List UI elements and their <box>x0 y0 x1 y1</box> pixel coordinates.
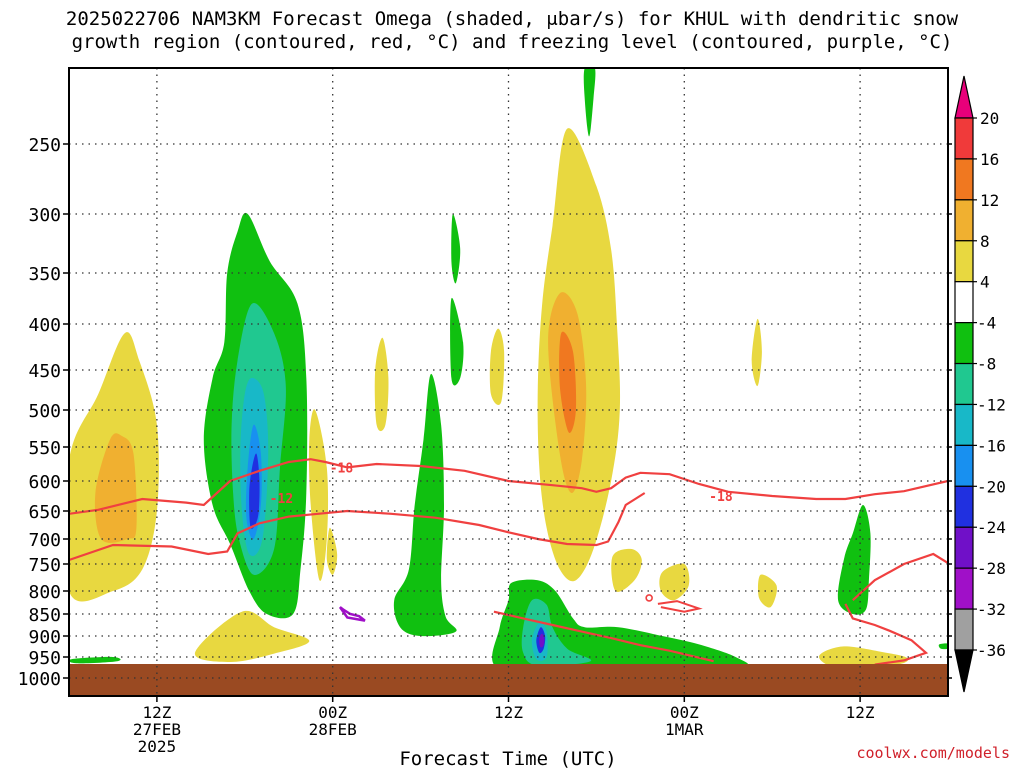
omega-area--4-29 <box>450 297 464 386</box>
x-tick-label-36-0: 12Z <box>494 703 523 722</box>
omega-area-4-10 <box>751 318 762 387</box>
y-tick-label-800: 800 <box>28 582 61 603</box>
freezing-level-contour <box>338 606 366 622</box>
colorbar-label-5: -4 <box>977 314 996 333</box>
y-tick-label-750: 750 <box>28 555 61 576</box>
x-tick-label-24-0: 00Z <box>318 703 347 722</box>
omega-area--4-30 <box>583 68 596 137</box>
x-tick-label-48-0: 00Z <box>670 703 699 722</box>
chart-title-line-1: 2025022706 NAM3KM Forecast Omega (shaded… <box>65 8 959 30</box>
colorbar-label-1: 16 <box>980 150 999 169</box>
colorbar-label-6: -8 <box>977 355 996 374</box>
dgz-top-contour <box>69 458 948 515</box>
colorbar-band-8 <box>954 444 974 487</box>
y-tick-label-600: 600 <box>28 472 61 493</box>
y-tick-label-550: 550 <box>28 438 61 459</box>
x-tick-label-12-0: 12Z <box>142 703 171 722</box>
x-tick-label-12-1: 27FEB <box>133 720 181 739</box>
colorbar-band-3 <box>954 240 974 283</box>
omega-area-4-7 <box>308 409 329 581</box>
dgz-mid-contour <box>657 600 703 613</box>
y-tick-label-250: 250 <box>28 135 61 156</box>
dgz-low-contour <box>493 610 714 663</box>
colorbar-label-12: -32 <box>977 600 1006 619</box>
omega-area--4-27 <box>837 505 871 615</box>
y-tick-label-300: 300 <box>28 205 61 226</box>
x-tick-label-12-2: 2025 <box>138 737 177 756</box>
y-tick-label-350: 350 <box>28 264 61 285</box>
colorbar-band-6 <box>954 362 974 406</box>
dgz-small-contour <box>645 594 653 602</box>
y-tick-label-1000: 1000 <box>18 669 61 690</box>
colorbar-label-13: -36 <box>977 641 1006 660</box>
colorbar-top-arrow <box>954 75 974 119</box>
contour-label-1: -18 <box>709 490 733 505</box>
omega-area--4-28 <box>451 213 461 284</box>
contour-labels: -18 -18 -12 <box>270 461 733 506</box>
y-tick-label-850: 850 <box>28 605 61 626</box>
colorbar-band-2 <box>954 199 974 242</box>
colorbar-band-10 <box>954 526 974 569</box>
y-tick-label-900: 900 <box>28 627 61 648</box>
colorbar-label-7: -12 <box>977 395 1006 414</box>
omega-area-4-13 <box>757 574 777 608</box>
y-tick-label-450: 450 <box>28 361 61 382</box>
x-axis-title: Forecast Time (UTC) <box>399 748 616 768</box>
colorbar-band-7 <box>954 403 974 446</box>
colorbar-bottom-arrow <box>954 649 974 693</box>
colorbar-label-9: -20 <box>977 477 1006 496</box>
colorbar-label-8: -16 <box>977 436 1006 455</box>
y-tick-label-400: 400 <box>28 315 61 336</box>
source-credit: coolwx.com/models <box>856 744 1010 762</box>
contour-label-0: -18 <box>330 461 354 476</box>
colorbar-band-11 <box>954 567 974 610</box>
omega-area-12-4 <box>559 331 577 433</box>
omega-area--24-26 <box>539 633 545 648</box>
colorbar-band-0 <box>954 117 974 160</box>
colorbar-label-4: 4 <box>980 273 990 292</box>
colorbar-label-10: -24 <box>977 518 1006 537</box>
x-tick-label-60-0: 12Z <box>846 703 875 722</box>
colorbar-band-12 <box>954 608 974 651</box>
pressure-gridlines <box>69 68 948 696</box>
omega-area-4-11 <box>659 563 690 601</box>
omega-area-4-12 <box>611 548 642 592</box>
x-tick-label-24-1: 28FEB <box>309 720 357 739</box>
omega-area--4-21 <box>393 373 457 637</box>
omega-colorbar: 20 16 12 8 4 -4 -8 -12 -16 -20 -24 -28 -32 -36 <box>954 75 1006 693</box>
colorbar-label-11: -28 <box>977 559 1006 578</box>
plot-frame <box>68 67 949 697</box>
omega-area--4-32 <box>938 643 948 650</box>
chart-title-line-2: growth region (contoured, red, °C) and f… <box>71 31 953 53</box>
x-tick-label-48-1: 1MAR <box>665 720 704 739</box>
y-tick-label-700: 700 <box>28 530 61 551</box>
dgz-lowright-contour <box>844 603 929 666</box>
omega-shading <box>69 68 948 672</box>
colorbar-band-5 <box>954 322 974 365</box>
omega-area-8-1 <box>94 433 137 543</box>
colorbar-label-3: 8 <box>980 232 990 251</box>
colorbar-band-1 <box>954 158 974 201</box>
y-axis: 2503003504004505005506006507007508008509… <box>18 135 952 690</box>
omega-area--4-31 <box>69 656 121 664</box>
y-tick-label-950: 950 <box>28 648 61 669</box>
omega-area-4-5 <box>489 328 505 405</box>
temperature-contours <box>69 458 948 666</box>
y-tick-label-650: 650 <box>28 502 61 523</box>
y-tick-label-500: 500 <box>28 401 61 422</box>
dgz-right-contour <box>852 552 948 602</box>
colorbar-band-4 <box>954 281 974 324</box>
contour-label-2: -12 <box>270 492 293 507</box>
dgz-bottom-contour <box>69 492 646 562</box>
omega-area-4-6 <box>374 337 389 432</box>
colorbar-label-0: 20 <box>980 109 999 128</box>
colorbar-band-9 <box>954 485 974 528</box>
colorbar-label-2: 12 <box>980 191 999 210</box>
